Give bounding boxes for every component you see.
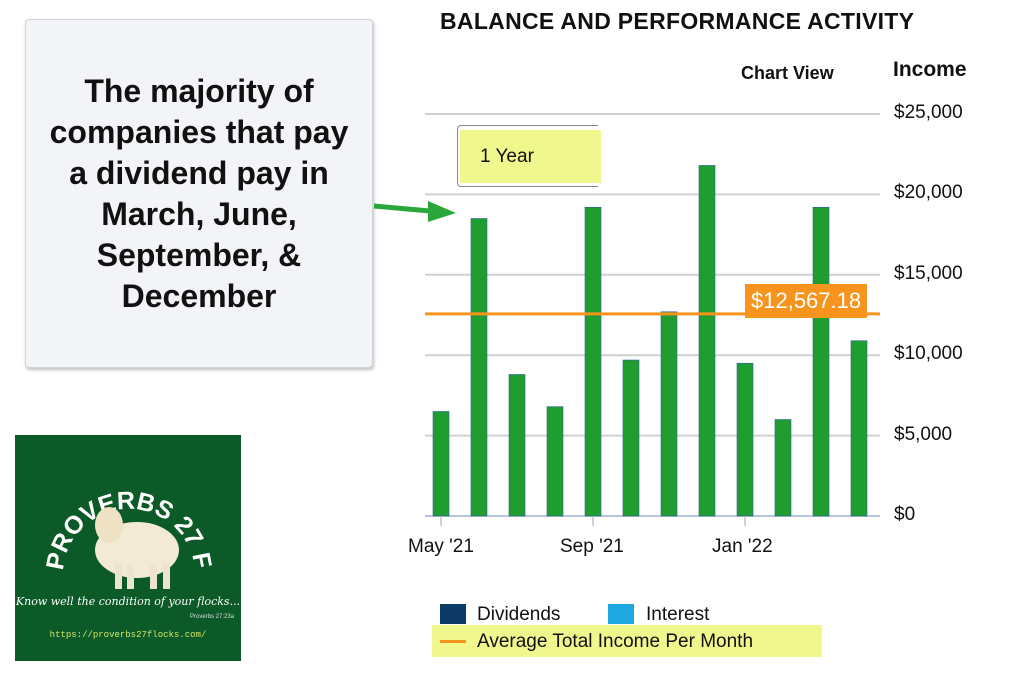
bar-feb22 (774, 419, 792, 517)
callout-text: The majority of companies that pay a div… (49, 72, 349, 314)
chart-title: BALANCE AND PERFORMANCE ACTIVITY (440, 8, 915, 34)
bar-may21 (432, 411, 450, 517)
x-tick-label: May '21 (408, 536, 474, 557)
x-tick-label: Sep '21 (560, 536, 624, 557)
sheep-logo-icon: PROVERBS 27 FLOCKS Know well the conditi… (5, 413, 240, 640)
arrow-icon (373, 201, 456, 222)
legend-average[interactable]: Average Total Income Per Month (477, 631, 754, 652)
y-tick-label: $0 (894, 504, 916, 525)
legend-highlight (432, 625, 822, 657)
legend-interest[interactable]: Interest (646, 604, 710, 625)
legend-dividends[interactable]: Dividends (477, 604, 561, 625)
logo: PROVERBS 27 FLOCKS Know well the conditi… (5, 413, 241, 661)
svg-text:Know well the condition of you: Know well the condition of your flocks..… (15, 595, 240, 608)
y-tick-label: $20,000 (894, 182, 963, 204)
range-select[interactable]: 1 Year (460, 130, 601, 183)
dividends-swatch (440, 604, 466, 624)
annotation-callout: The majority of companies that pay a div… (25, 19, 373, 368)
bar-mar22 (812, 206, 830, 517)
bar-oct21 (622, 359, 640, 517)
bar-jul21 (508, 374, 526, 517)
range-select-border (457, 125, 598, 187)
bar-dec21 (698, 165, 716, 517)
y-tick-label: $25,000 (894, 102, 963, 123)
bar-nov21 (660, 311, 678, 517)
bar-apr22 (850, 340, 868, 517)
chart-view-link[interactable]: Chart View (741, 63, 834, 83)
x-tick-label: Jan '22 (712, 536, 773, 557)
bar-aug21 (546, 406, 564, 517)
interest-swatch (608, 604, 634, 624)
bar-jun21 (470, 218, 488, 517)
y-axis-title: Income (893, 58, 967, 81)
y-tick-label: $15,000 (894, 262, 963, 284)
average-swatch (440, 640, 466, 643)
y-tick-label: $5,000 (894, 423, 953, 445)
svg-text:Proverbs 27:23a: Proverbs 27:23a (190, 614, 235, 620)
bar-jan22 (736, 362, 754, 517)
bar-sep21 (584, 206, 602, 517)
average-label: $12,567.18 (745, 284, 868, 318)
svg-text:https://proverbs27flocks.com/: https://proverbs27flocks.com/ (50, 630, 207, 640)
y-tick-label: $10,000 (894, 343, 963, 365)
